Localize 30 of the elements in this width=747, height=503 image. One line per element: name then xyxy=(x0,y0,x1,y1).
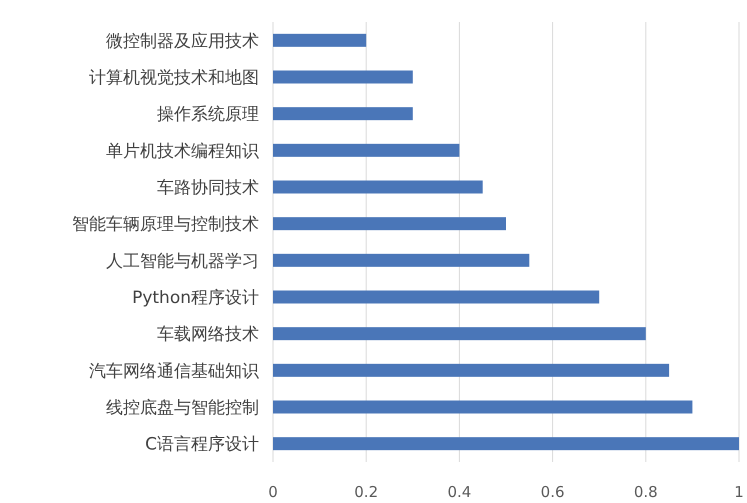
y-tick-label: 车路协同技术 xyxy=(157,178,259,198)
bar xyxy=(273,180,483,194)
bar xyxy=(273,107,413,120)
bar xyxy=(273,290,600,304)
bar xyxy=(273,400,692,414)
y-tick-label: 线控底盘与智能控制 xyxy=(106,398,259,418)
y-tick-label: 计算机视觉技术和地图 xyxy=(89,68,259,88)
bar xyxy=(273,144,460,157)
bar xyxy=(273,327,646,340)
x-tick-label: 0.4 xyxy=(447,483,472,501)
bar xyxy=(273,70,413,84)
bar xyxy=(273,217,506,230)
bar xyxy=(273,34,366,47)
x-tick-label: 0.8 xyxy=(634,483,658,501)
x-tick-label: 1 xyxy=(734,483,744,501)
x-tick-label: 0 xyxy=(268,483,278,501)
x-tick-label: 0.6 xyxy=(540,483,565,501)
bar xyxy=(273,437,739,450)
y-tick-label: 智能车辆原理与控制技术 xyxy=(72,214,259,235)
y-tick-label: 人工智能与机器学习 xyxy=(106,251,259,272)
y-tick-label: Python程序设计 xyxy=(132,288,259,308)
y-tick-label: 车载网络技术 xyxy=(157,324,259,345)
bar xyxy=(273,254,530,267)
y-tick-label: 操作系统原理 xyxy=(157,104,259,125)
y-tick-label: C语言程序设计 xyxy=(145,434,259,455)
y-tick-label: 微控制器及应用技术 xyxy=(106,31,259,52)
bar xyxy=(273,364,670,377)
x-tick-label: 0.2 xyxy=(354,483,378,501)
y-tick-label: 单片机技术编程知识 xyxy=(106,141,259,162)
y-tick-label: 汽车网络通信基础知识 xyxy=(89,361,259,382)
